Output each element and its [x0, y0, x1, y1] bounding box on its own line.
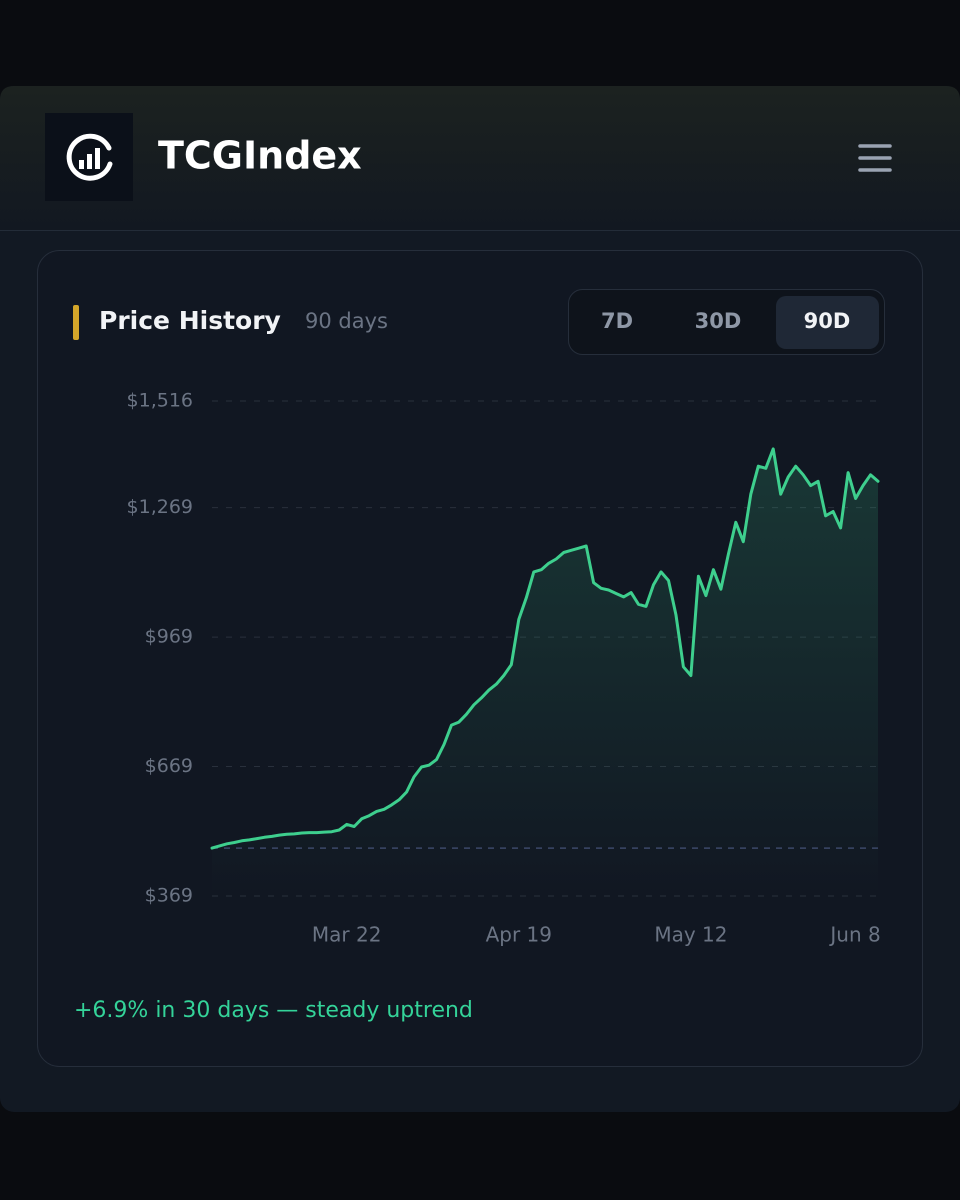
brand: TCGIndex [158, 134, 362, 178]
chart-title: Price History [99, 306, 281, 335]
title-accent [73, 305, 79, 340]
y-tick-label: $1,269 [127, 496, 193, 518]
x-tick-label: Jun 8 [828, 923, 880, 947]
range-button[interactable]: 7D [601, 309, 633, 333]
range-button[interactable]: 30D [695, 309, 742, 333]
range-button[interactable]: 90D [804, 309, 851, 333]
area-fill [212, 448, 878, 896]
range-active-bg [776, 296, 879, 349]
y-tick-label: $1,516 [127, 390, 193, 412]
price-line [210, 447, 880, 850]
header-bar [0, 86, 960, 230]
x-tick-label: Apr 19 [486, 923, 552, 947]
menu-button[interactable] [858, 144, 892, 172]
logo[interactable] [45, 113, 133, 201]
chart-subtitle: 90 days [305, 309, 388, 333]
y-tick-label: $369 [145, 885, 193, 907]
x-tick-label: Mar 22 [312, 923, 382, 947]
y-tick-label: $669 [145, 755, 193, 777]
trend-note: +6.9% in 30 days — steady uptrend [74, 998, 473, 1023]
x-tick-label: May 12 [654, 923, 727, 947]
y-tick-label: $969 [145, 626, 193, 648]
